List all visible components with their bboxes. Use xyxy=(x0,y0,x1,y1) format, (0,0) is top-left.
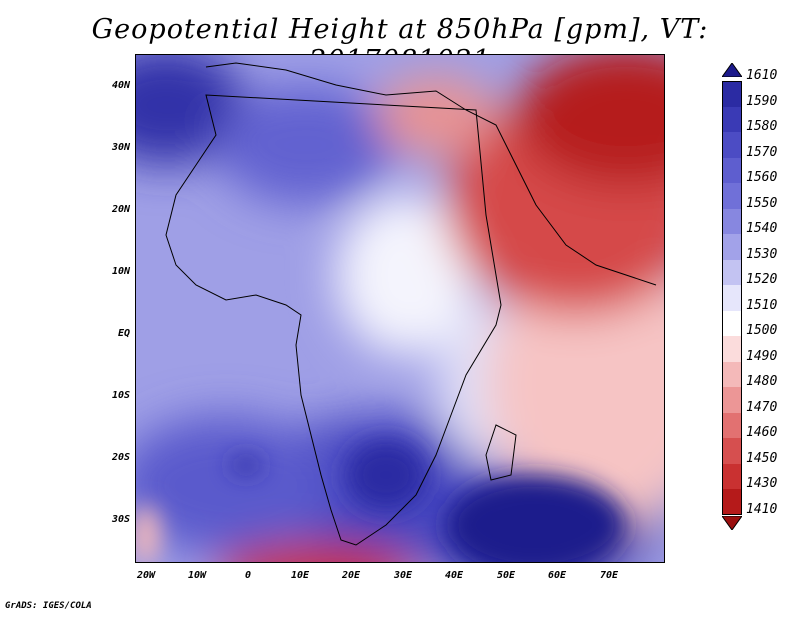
colorbar-label: 1570 xyxy=(746,144,778,160)
lat-label: 10S xyxy=(111,390,130,401)
colorbar-segment xyxy=(722,285,742,311)
colorbar-segment xyxy=(722,234,742,260)
lon-label: 10E xyxy=(290,570,310,581)
lon-label: 0 xyxy=(244,570,252,581)
lon-label: 20W xyxy=(136,570,156,581)
colorbar-label: 1470 xyxy=(746,399,778,415)
colorbar-top-arrow xyxy=(721,62,743,78)
colorbar-label: 1550 xyxy=(746,195,778,211)
colorbar-segment xyxy=(722,336,742,362)
lon-label: 20E xyxy=(341,570,361,581)
lat-label: EQ xyxy=(117,328,130,339)
colorbar-label: 1530 xyxy=(746,246,778,262)
colorbar-label: 1540 xyxy=(746,221,778,236)
colorbar-segment xyxy=(722,412,742,438)
colorbar-label: 1610 xyxy=(746,68,778,83)
colorbar-segment xyxy=(722,208,742,234)
colorbar-label: 1480 xyxy=(746,374,778,389)
shading-detail xyxy=(136,440,626,562)
colorbar xyxy=(721,62,743,534)
lat-label: 30S xyxy=(111,514,130,525)
lon-label: 40E xyxy=(444,570,464,581)
colorbar-segment xyxy=(722,183,742,209)
lat-label: 10N xyxy=(111,266,130,277)
lon-label: 50E xyxy=(496,570,516,581)
lat-label: 20S xyxy=(111,452,130,463)
colorbar-segment xyxy=(722,463,742,489)
colorbar-label: 1510 xyxy=(746,297,778,313)
colorbar-segment xyxy=(722,259,742,285)
colorbar-segment xyxy=(722,438,742,464)
height-field-map xyxy=(136,55,664,562)
colorbar-segment xyxy=(722,361,742,387)
lon-label: 30E xyxy=(393,570,413,581)
colorbar-bottom-arrow xyxy=(721,515,743,531)
colorbar-label: 1450 xyxy=(746,450,778,466)
credit-text: GrADS: IGES/COLA xyxy=(5,601,92,611)
colorbar-segment xyxy=(722,106,742,132)
colorbar-segment xyxy=(722,81,742,107)
colorbar-segment xyxy=(722,489,742,515)
lon-label: 60E xyxy=(547,570,567,581)
colorbar-label: 1490 xyxy=(746,348,778,364)
colorbar-label: 1580 xyxy=(746,119,778,134)
colorbar-segment xyxy=(722,132,742,158)
lat-label: 20N xyxy=(111,204,130,215)
colorbar-segment xyxy=(722,157,742,183)
colorbar-label: 1410 xyxy=(746,501,778,517)
lat-label: 30N xyxy=(111,142,130,153)
lon-label: 10W xyxy=(187,570,207,581)
colorbar-label: 1430 xyxy=(746,476,778,491)
colorbar-segment xyxy=(722,387,742,413)
colorbar-label: 1590 xyxy=(746,93,778,109)
map-panel xyxy=(135,54,665,563)
lon-label: 70E xyxy=(599,570,619,581)
colorbar-label: 1560 xyxy=(746,170,778,185)
lat-label: 40N xyxy=(111,80,130,91)
colorbar-segment xyxy=(722,310,742,336)
colorbar-label: 1460 xyxy=(746,425,778,440)
colorbar-label: 1520 xyxy=(746,272,778,287)
coastlines xyxy=(165,62,657,546)
colorbar-label: 1500 xyxy=(746,323,778,338)
